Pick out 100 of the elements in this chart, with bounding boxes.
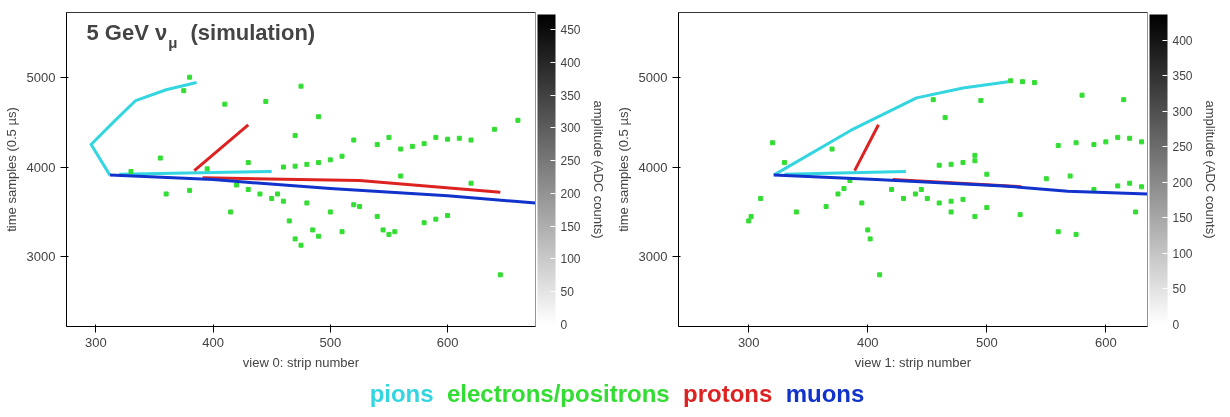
point	[491, 126, 497, 132]
x-tick-label: 500	[975, 334, 998, 350]
x-tick-label: 400	[202, 334, 224, 350]
point	[918, 186, 924, 192]
point	[445, 213, 451, 219]
color-bar-label: 50	[560, 285, 575, 300]
point	[398, 146, 404, 152]
color-bar-label: 150	[560, 219, 581, 234]
point	[304, 161, 310, 167]
point	[245, 160, 251, 166]
point	[1127, 135, 1133, 141]
point	[823, 204, 829, 210]
color-bar-label: 300	[1172, 104, 1193, 119]
point	[257, 191, 263, 197]
point	[1103, 139, 1109, 145]
point	[456, 135, 462, 141]
point	[316, 114, 322, 120]
color-bar-label: 200	[1172, 175, 1193, 190]
color-bar-label: 350	[560, 88, 581, 103]
y-axis-title: time samples (0.5 µs)	[615, 107, 631, 232]
point	[497, 272, 503, 278]
y-axis-title: time samples (0.5 µs)	[3, 107, 19, 232]
point	[298, 242, 304, 248]
point	[269, 195, 275, 201]
point	[912, 191, 918, 197]
color-bar-label: 450	[560, 23, 581, 38]
point	[421, 220, 427, 226]
point	[316, 233, 322, 239]
point	[859, 200, 865, 206]
y-tick-label: 3000	[26, 249, 56, 265]
point	[972, 152, 978, 158]
point	[793, 209, 799, 215]
point	[781, 160, 787, 166]
point	[960, 196, 966, 202]
x-axis-title: view 1: strip number	[854, 354, 972, 370]
point	[280, 198, 286, 204]
x-tick-label: 600	[1094, 334, 1117, 350]
point	[1139, 184, 1145, 190]
y-tick-label: 4000	[26, 159, 56, 175]
point	[128, 169, 134, 175]
point	[1091, 186, 1097, 192]
point	[228, 209, 234, 215]
x-tick-label: 300	[84, 334, 107, 350]
point	[746, 218, 752, 224]
point	[770, 140, 776, 146]
point	[758, 195, 764, 201]
x-tick-label: 600	[436, 334, 459, 350]
point	[433, 134, 439, 140]
color-bar-title: amplitude (ADC counts)	[1202, 100, 1218, 239]
text: electrons/positrons	[446, 380, 670, 407]
color-bar-label: 250	[560, 154, 581, 169]
point	[234, 182, 240, 188]
point	[245, 186, 251, 192]
point	[748, 213, 754, 219]
point	[327, 157, 333, 163]
color-bar-label: 200	[560, 186, 581, 201]
point	[163, 191, 169, 197]
point	[1008, 78, 1014, 84]
color-bar-label: 100	[1172, 246, 1193, 261]
point	[984, 171, 990, 177]
point	[1020, 79, 1026, 85]
line-series	[108, 173, 536, 205]
text: muons	[785, 380, 865, 407]
color-bar-label: 0	[1172, 318, 1180, 332]
x-tick-label: 300	[737, 334, 760, 350]
point	[275, 191, 281, 197]
point	[298, 83, 304, 89]
color-bar-label: 350	[1172, 69, 1193, 84]
point	[1055, 229, 1061, 235]
point	[409, 143, 415, 149]
point	[374, 213, 380, 219]
point	[930, 97, 936, 103]
point	[445, 136, 451, 142]
point	[433, 216, 439, 222]
point	[1115, 134, 1121, 140]
point	[1091, 142, 1097, 148]
point	[972, 158, 978, 164]
point	[181, 88, 187, 94]
color-bar-label: 400	[560, 55, 581, 70]
color-bar-title: amplitude (ADC counts)	[590, 100, 606, 239]
point	[867, 236, 873, 242]
point	[374, 142, 380, 148]
point	[286, 218, 292, 224]
point	[972, 213, 978, 219]
point	[948, 198, 954, 204]
point	[468, 137, 474, 143]
y-tick-label: 4000	[638, 159, 668, 175]
point	[960, 160, 966, 166]
point	[841, 186, 847, 192]
color-bar-label: 250	[1172, 140, 1193, 155]
point	[187, 74, 193, 80]
point	[1079, 92, 1085, 98]
color-bar-label: 50	[1172, 282, 1187, 297]
point	[835, 191, 841, 197]
point	[515, 117, 521, 123]
point	[924, 195, 930, 201]
x-tick-label: 400	[856, 334, 879, 350]
point	[351, 202, 357, 208]
point	[1055, 142, 1061, 148]
point	[204, 166, 210, 172]
